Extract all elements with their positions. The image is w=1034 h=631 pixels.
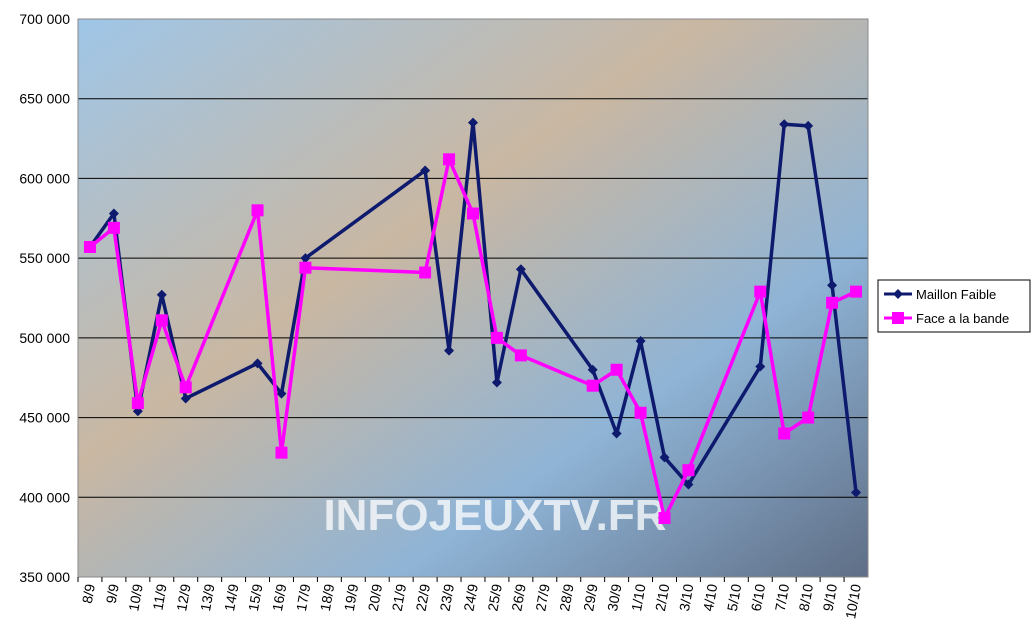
point [490,331,503,344]
x-tick-label: 11/9 [149,583,169,612]
x-tick-label: 9/9 [103,583,122,605]
point [514,349,527,362]
point [468,117,478,128]
x-tick-label: 6/10 [748,583,769,613]
y-tick-label: 650 000 [19,91,70,107]
point [156,289,167,300]
point [419,266,432,279]
x-tick-label: 9/10 [820,583,841,613]
x-tick-label: 24/9 [460,583,481,613]
x-tick-label: 17/9 [293,583,314,613]
x-tick-label: 2/10 [652,583,673,613]
point [420,165,431,176]
legend-marker [893,289,903,299]
point [827,280,838,291]
point [850,285,863,298]
point [299,261,312,274]
plot-border [77,18,869,578]
x-tick-label: 8/9 [79,583,98,605]
x-tick-label: 10/9 [125,583,146,613]
y-tick-label: 350 000 [19,569,70,585]
x-tick-label: 21/9 [389,583,410,613]
x-tick-label: 30/9 [604,583,625,613]
point [444,345,455,356]
x-tick-label: 8/10 [796,583,817,613]
legend-marker [892,312,904,324]
point [778,427,791,440]
y-tick-label: 500 000 [19,330,70,346]
x-tick-label: 19/9 [341,583,362,613]
x-tick-label: 10/10 [842,583,864,620]
point [83,240,96,253]
x-tick-label: 4/10 [700,583,721,613]
plot-background [78,19,868,577]
x-tick-label: 20/9 [365,583,386,613]
point [851,487,862,498]
y-tick-label: 600 000 [19,170,70,186]
x-tick-label: 16/9 [269,583,290,613]
point [803,120,814,131]
legend-label: Face a la bande [916,311,1009,326]
x-tick-label: 29/9 [580,583,601,613]
point [658,512,671,525]
point [826,296,839,309]
watermark: INFOJEUXTV.FR [323,491,666,540]
point [467,207,479,220]
point [779,119,790,130]
x-tick-label: 25/9 [484,583,505,613]
point [515,264,526,275]
x-tick-label: 7/10 [772,583,793,613]
point [275,446,288,459]
point [108,208,119,219]
x-tick-label: 28/9 [556,583,577,613]
point [276,388,287,399]
x-tick-label: 22/9 [413,583,434,613]
point [131,397,144,410]
x-tick-label: 23/9 [437,583,458,613]
x-tick-label: 1/10 [628,583,649,613]
point [179,381,192,394]
point [491,377,502,388]
point [107,221,120,234]
point [634,406,647,419]
y-tick-label: 550 000 [19,250,70,266]
x-tick-label: 15/9 [245,583,266,613]
y-tick-label: 450 000 [19,410,70,426]
point [659,452,670,463]
x-tick-label: 14/9 [221,583,242,613]
x-tick-label: 12/9 [173,583,194,613]
point [180,393,191,404]
point [683,479,694,490]
y-tick-label: 700 000 [19,11,70,27]
point [754,285,767,298]
point [443,153,456,166]
point [802,411,815,424]
point [252,358,263,369]
point [251,204,264,217]
point [587,364,598,375]
point [635,336,646,347]
point [610,363,623,376]
y-tick-label: 400 000 [19,489,70,505]
x-tick-label: 13/9 [197,583,218,613]
point [682,464,695,477]
x-tick-label: 3/10 [676,583,697,613]
point [300,253,311,264]
point [586,379,599,392]
x-tick-label: 27/9 [532,583,553,613]
x-tick-label: 18/9 [317,583,338,613]
legend-label: Maillon Faible [916,287,996,302]
x-tick-label: 26/9 [508,583,529,613]
point [611,428,622,439]
point [755,361,766,372]
point [155,314,168,327]
x-tick-label: 5/10 [724,583,745,613]
